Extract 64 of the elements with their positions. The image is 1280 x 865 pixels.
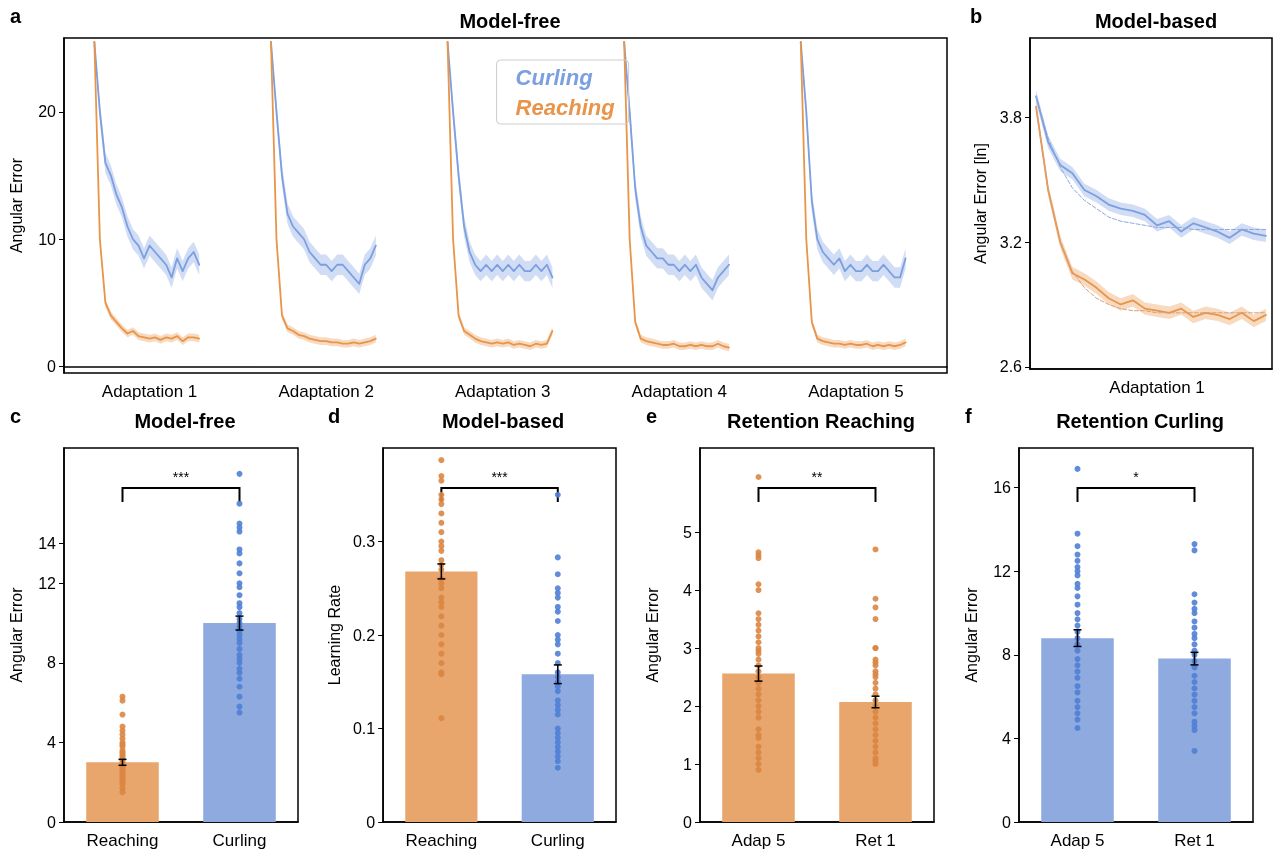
y-axis-title: Angular Error [7, 586, 25, 683]
y-tick-label: 0.2 [352, 626, 376, 644]
x-tick-label: Reaching [86, 831, 159, 850]
text: e [646, 405, 658, 427]
annotation: * [1133, 469, 1140, 485]
x-tick-label: Adaptation 4 [631, 382, 728, 401]
y-tick-label: 0.3 [352, 533, 376, 550]
y-tick-label: 3 [683, 639, 693, 657]
x-tick-label: Adap 5 [1050, 831, 1105, 850]
y-tick-label: 3.8 [999, 108, 1023, 126]
series-label: Curling [515, 64, 594, 90]
y-tick-label: 14 [38, 534, 57, 552]
y-tick-label: 8 [1002, 646, 1012, 664]
y-tick-label: 10 [38, 230, 57, 248]
x-tick-label: Reaching [405, 831, 478, 850]
y-tick-label: 8 [47, 654, 57, 672]
chart-title: Model-free [134, 410, 236, 432]
chart-title: Model-based [1094, 10, 1218, 32]
y-tick-label: 0.1 [352, 720, 376, 737]
x-tick-label: Ret 1 [1174, 831, 1215, 850]
x-tick-label: Curling [530, 831, 585, 850]
chart-title: Retention Curling [1056, 410, 1224, 432]
y-tick-label: 4 [683, 581, 693, 599]
chart-title: Retention Reaching [727, 410, 915, 432]
y-tick-label: 0 [683, 813, 693, 831]
y-tick-label: 4 [1002, 729, 1012, 747]
x-tick-label: Adaptation 1 [101, 382, 198, 401]
annotation: *** [491, 469, 509, 485]
x-tick-label: Adap 5 [731, 831, 786, 850]
text: b [970, 5, 983, 27]
text: d [328, 405, 341, 427]
x-tick-label: Curling [212, 831, 267, 850]
annotation: ** [811, 469, 823, 485]
y-tick-label: 2 [683, 697, 693, 715]
y-axis-title: Angular Error [962, 586, 980, 683]
y-axis-title: Learning Rate [325, 584, 343, 686]
y-tick-label: 0 [366, 813, 376, 831]
y-axis-title: Angular Error [ln] [972, 143, 990, 264]
chart-title: Model-free [459, 10, 561, 32]
y-tick-label: 1 [683, 755, 693, 773]
annotation: *** [172, 469, 190, 485]
y-tick-label: 16 [993, 479, 1012, 497]
y-tick-label: 5 [683, 523, 693, 541]
y-tick-label: 0 [47, 813, 57, 831]
y-tick-label: 2.6 [999, 358, 1023, 376]
y-axis-title: Angular Error [643, 586, 661, 683]
y-tick-label: 0 [1002, 813, 1012, 831]
x-tick-label: Adaptation 5 [808, 382, 904, 401]
y-axis-title: Angular Error [7, 157, 25, 254]
y-tick-label: 4 [47, 733, 57, 751]
x-tick-label: Adaptation 3 [455, 382, 551, 401]
series-label: Reaching [515, 94, 616, 120]
text: c [10, 405, 22, 427]
x-tick-label: Ret 1 [855, 831, 896, 850]
x-tick-label: Adaptation 2 [278, 382, 374, 401]
chart-title: Model-based [441, 410, 565, 432]
text: f [965, 405, 972, 427]
y-tick-label: 0 [47, 358, 57, 376]
y-tick-label: 12 [38, 574, 57, 592]
y-tick-label: 12 [993, 562, 1012, 580]
y-tick-label: 20 [38, 103, 57, 121]
y-tick-label: 3.2 [999, 233, 1023, 251]
x-tick-label: Adaptation 1 [1109, 378, 1205, 397]
text: a [10, 5, 22, 27]
